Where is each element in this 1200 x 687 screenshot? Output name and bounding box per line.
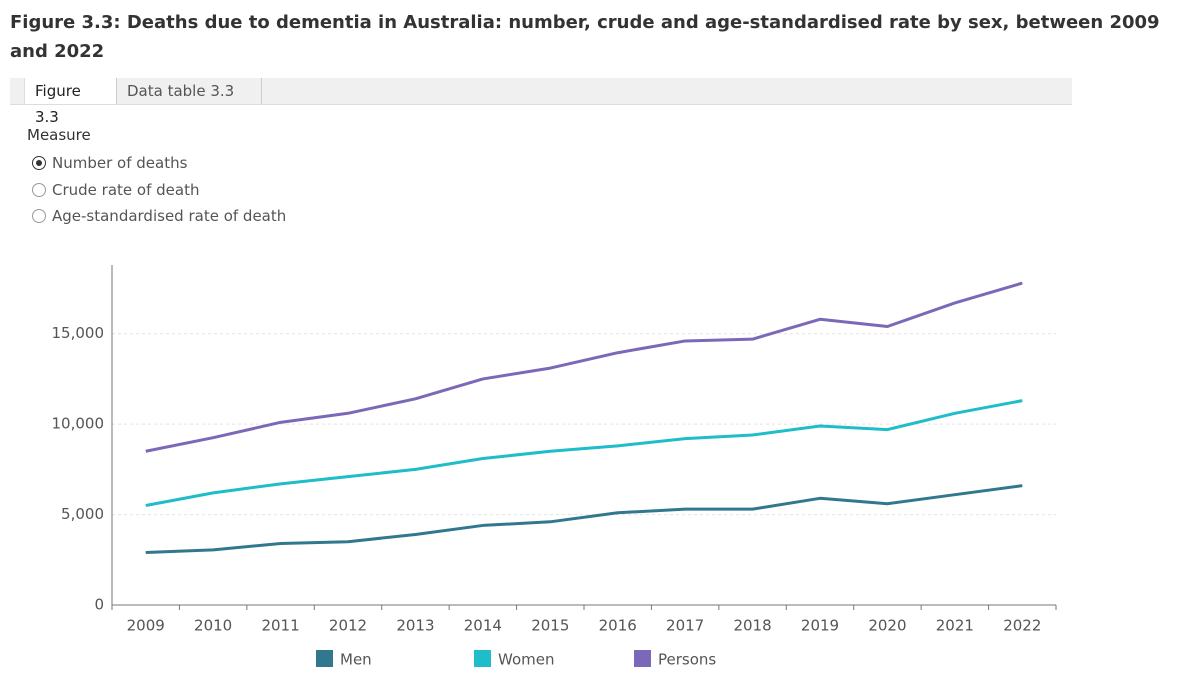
radio-button[interactable]	[32, 209, 46, 223]
radio-option[interactable]: Age-standardised rate of death	[32, 205, 286, 227]
x-tick-label: 2022	[1003, 617, 1041, 635]
legend-label: Men	[340, 651, 372, 669]
legend-label: Women	[498, 651, 554, 669]
tab-bar: Figure 3.3 Data table 3.3	[10, 78, 1072, 126]
x-tick-label: 2011	[261, 617, 299, 635]
series-line	[145, 399, 1023, 508]
x-tick-label: 2019	[801, 617, 839, 635]
page-title: Figure 3.3: Deaths due to dementia in Au…	[10, 12, 1160, 62]
radio-button[interactable]	[32, 182, 46, 197]
x-tick-label: 2012	[329, 617, 367, 635]
x-tick-label: 2015	[531, 617, 569, 635]
x-tick-label: 2016	[599, 617, 637, 635]
legend-swatch	[634, 650, 651, 667]
tab[interactable]: Data table 3.3	[116, 78, 262, 104]
x-tick-label: 2014	[464, 617, 502, 635]
measure-label: Measure	[27, 126, 91, 144]
x-tick-label: 2010	[194, 617, 232, 635]
legend-swatch	[316, 650, 333, 667]
y-tick-label: 15,000	[52, 324, 105, 342]
legend-label: Persons	[658, 651, 716, 669]
y-tick-label: 10,000	[52, 415, 105, 433]
tab[interactable]: Figure 3.3	[24, 78, 116, 126]
series-line	[145, 484, 1023, 555]
x-tick-label: 2017	[666, 617, 704, 635]
x-tick-label: 2013	[396, 617, 434, 635]
series-line	[145, 281, 1023, 453]
radio-button[interactable]	[32, 156, 46, 170]
legend-swatch	[474, 650, 491, 667]
x-tick-label: 2009	[127, 617, 165, 635]
radio-option[interactable]: Crude rate of death	[32, 179, 199, 201]
x-tick-label: 2018	[733, 617, 771, 635]
radio-label: Crude rate of death	[52, 180, 200, 199]
radio-label: Age-standardised rate of death	[52, 207, 287, 225]
x-tick-label: 2020	[868, 617, 906, 635]
y-tick-label: 0	[94, 596, 104, 614]
radio-label: Number of deaths	[52, 154, 188, 172]
y-tick-label: 5,000	[61, 505, 104, 523]
x-tick-label: 2021	[936, 617, 974, 635]
radio-option[interactable]: Number of deaths	[32, 152, 187, 174]
